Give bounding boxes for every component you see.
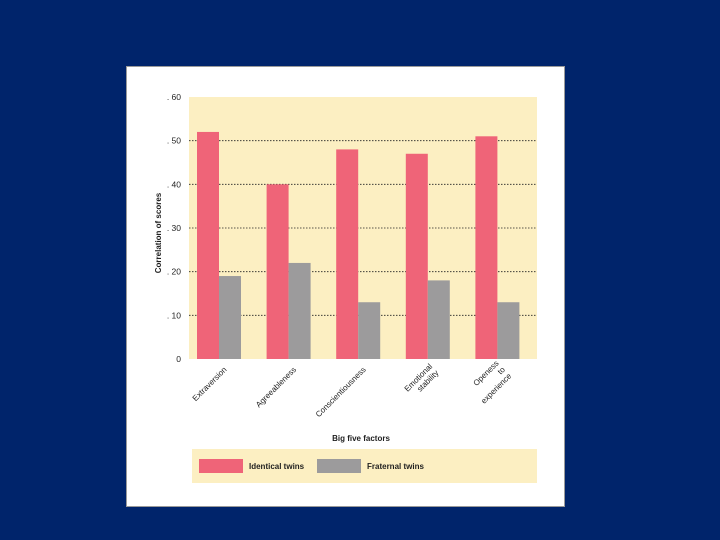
bar-identical-2: [336, 149, 359, 359]
legend-label: Identical twins: [249, 462, 305, 471]
y-tick-label: . 40: [167, 179, 181, 189]
y-tick-label: . 50: [167, 136, 181, 146]
legend-label: Fraternal twins: [367, 462, 424, 471]
y-tick-label: . 10: [167, 310, 181, 320]
y-tick-label: 0: [176, 354, 181, 364]
legend-box: [192, 449, 537, 483]
x-tick-label-line: to: [496, 365, 507, 376]
y-tick-label: . 60: [167, 92, 181, 102]
x-axis-label: Big five factors: [332, 434, 390, 443]
bar-identical-4: [475, 136, 498, 359]
x-tick-label-line: Conscientiousness: [314, 365, 368, 419]
x-tick-label-line: Extraversion: [191, 365, 229, 403]
chart-card: 0 . 10 . 20 . 30 . 40 . 50 . 60 Extraversion Ag…: [126, 66, 565, 507]
legend-swatch: [199, 459, 243, 473]
legend: Identical twins Fraternal twins: [199, 459, 424, 473]
bar-fraternal-1: [288, 262, 311, 359]
bar-chart: 0 . 10 . 20 . 30 . 40 . 50 . 60 Extraversion Ag…: [154, 92, 537, 483]
bar-identical-3: [405, 153, 428, 359]
x-tick-label: Conscientiousness: [314, 365, 368, 419]
x-tick-label: Agreeableness: [254, 365, 298, 409]
bar-fraternal-2: [358, 302, 381, 359]
bar-fraternal-4: [497, 302, 520, 359]
y-axis-label: Correlation of scores: [154, 192, 163, 273]
y-tick-label: . 20: [167, 267, 181, 277]
bar-identical-0: [197, 131, 219, 359]
x-tick-label-line: Agreeableness: [254, 365, 298, 409]
y-tick-label: . 30: [167, 223, 181, 233]
bar-fraternal-3: [427, 280, 450, 359]
bar-identical-1: [266, 184, 289, 359]
bar-fraternal-0: [219, 276, 241, 359]
legend-swatch: [317, 459, 361, 473]
x-tick-label: Extraversion: [191, 365, 229, 403]
